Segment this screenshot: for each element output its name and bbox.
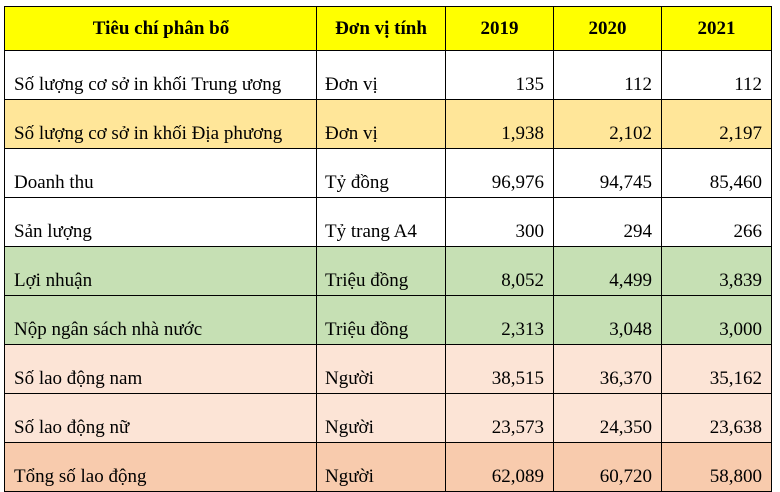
header-unit: Đơn vị tính xyxy=(316,6,446,51)
unit-cell: Đơn vị xyxy=(316,99,446,149)
value-2020-cell: 3,048 xyxy=(553,295,662,345)
value-2019-cell: 300 xyxy=(445,197,554,247)
value-2021-cell: 3,839 xyxy=(661,246,772,296)
value-2021-cell: 3,000 xyxy=(661,295,772,345)
value-2021-cell: 35,162 xyxy=(661,344,772,394)
value-2021-cell: 266 xyxy=(661,197,772,247)
unit-cell: Người xyxy=(316,393,446,443)
value-2020-cell: 36,370 xyxy=(553,344,662,394)
value-2020-cell: 4,499 xyxy=(553,246,662,296)
value-2021-cell: 85,460 xyxy=(661,148,772,198)
table-row: Tổng số lao động Người 62,089 60,720 58,800 xyxy=(4,442,772,492)
table-row: Số lao động nam Người 38,515 36,370 35,162 xyxy=(4,344,772,394)
value-2020-cell: 94,745 xyxy=(553,148,662,198)
table-row: Số lao động nữ Người 23,573 24,350 23,638 xyxy=(4,393,772,443)
value-2019-cell: 135 xyxy=(445,50,554,100)
header-2019: 2019 xyxy=(445,6,554,51)
table-row: Số lượng cơ sở in khối Trung ương Đơn vị 1… xyxy=(4,50,772,100)
value-2021-cell: 58,800 xyxy=(661,442,772,492)
value-2020-cell: 2,102 xyxy=(553,99,662,149)
value-2020-cell: 112 xyxy=(553,50,662,100)
value-2019-cell: 62,089 xyxy=(445,442,554,492)
value-2019-cell: 38,515 xyxy=(445,344,554,394)
unit-cell: Tỷ trang A4 xyxy=(316,197,446,247)
header-2020: 2020 xyxy=(553,6,662,51)
criterion-cell: Số lượng cơ sở in khối Trung ương xyxy=(4,50,317,100)
value-2019-cell: 2,313 xyxy=(445,295,554,345)
table-row: Doanh thu Tỷ đồng 96,976 94,745 85,460 xyxy=(4,148,772,198)
unit-cell: Đơn vị xyxy=(316,50,446,100)
value-2019-cell: 1,938 xyxy=(445,99,554,149)
unit-cell: Triệu đồng xyxy=(316,246,446,296)
criterion-cell: Số lao động nam xyxy=(4,344,317,394)
criterion-cell: Tổng số lao động xyxy=(4,442,317,492)
header-criterion: Tiêu chí phân bổ xyxy=(4,6,317,51)
criterion-cell: Lợi nhuận xyxy=(4,246,317,296)
table-body: Số lượng cơ sở in khối Trung ương Đơn vị 1… xyxy=(4,50,772,492)
table-row: Sản lượng Tỷ trang A4 300 294 266 xyxy=(4,197,772,247)
value-2021-cell: 112 xyxy=(661,50,772,100)
criterion-cell: Số lượng cơ sở in khối Địa phương xyxy=(4,99,317,149)
table-row: Lợi nhuận Triệu đồng 8,052 4,499 3,839 xyxy=(4,246,772,296)
value-2021-cell: 2,197 xyxy=(661,99,772,149)
criterion-cell: Nộp ngân sách nhà nước xyxy=(4,295,317,345)
value-2019-cell: 23,573 xyxy=(445,393,554,443)
unit-cell: Người xyxy=(316,344,446,394)
header-row: Tiêu chí phân bổ Đơn vị tính 2019 2020 2… xyxy=(4,6,772,51)
table-row: Số lượng cơ sở in khối Địa phương Đơn vị 1… xyxy=(4,99,772,149)
table-row: Nộp ngân sách nhà nước Triệu đồng 2,313 3,0… xyxy=(4,295,772,345)
value-2019-cell: 96,976 xyxy=(445,148,554,198)
value-2020-cell: 60,720 xyxy=(553,442,662,492)
criterion-cell: Sản lượng xyxy=(4,197,317,247)
criterion-cell: Số lao động nữ xyxy=(4,393,317,443)
unit-cell: Triệu đồng xyxy=(316,295,446,345)
header-2021: 2021 xyxy=(661,6,772,51)
data-table: Tiêu chí phân bổ Đơn vị tính 2019 2020 2… xyxy=(4,6,772,492)
criterion-cell: Doanh thu xyxy=(4,148,317,198)
value-2020-cell: 24,350 xyxy=(553,393,662,443)
value-2021-cell: 23,638 xyxy=(661,393,772,443)
unit-cell: Người xyxy=(316,442,446,492)
value-2019-cell: 8,052 xyxy=(445,246,554,296)
unit-cell: Tỷ đồng xyxy=(316,148,446,198)
value-2020-cell: 294 xyxy=(553,197,662,247)
